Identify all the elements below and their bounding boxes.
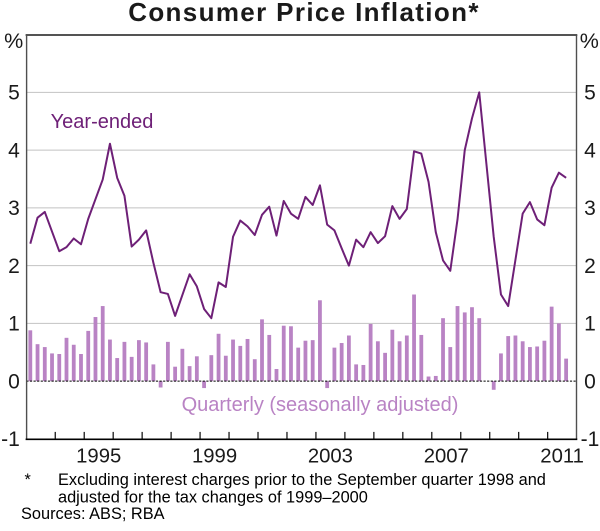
svg-text:0: 0 (584, 370, 596, 393)
svg-text:Year-ended: Year-ended (51, 111, 154, 133)
svg-text:2: 2 (584, 255, 596, 278)
svg-text:-1: -1 (1, 428, 20, 451)
svg-text:5: 5 (8, 82, 20, 105)
svg-text:5: 5 (584, 82, 596, 105)
svg-text:2011: 2011 (540, 446, 584, 468)
svg-text:3: 3 (584, 197, 596, 220)
svg-text:4: 4 (584, 139, 596, 162)
svg-text:1999: 1999 (192, 446, 237, 468)
svg-text:%: % (4, 29, 23, 53)
svg-text:3: 3 (8, 197, 20, 220)
svg-text:%: % (580, 29, 599, 53)
svg-text:Quarterly (seasonally adjusted: Quarterly (seasonally adjusted) (182, 394, 459, 416)
svg-text:1: 1 (584, 313, 596, 336)
svg-text:2: 2 (8, 255, 20, 278)
svg-text:Excluding interest charges pri: Excluding interest charges prior to the … (58, 471, 546, 489)
svg-text:Sources: ABS; RBA: Sources: ABS; RBA (21, 505, 165, 523)
svg-text:Consumer Price Inflation*: Consumer Price Inflation* (128, 0, 480, 27)
svg-text:-1: -1 (581, 428, 600, 451)
svg-text:adjusted for the tax changes o: adjusted for the tax changes of 1999–200… (58, 489, 368, 507)
svg-text:0: 0 (8, 370, 20, 393)
svg-text:1: 1 (8, 313, 20, 336)
svg-text:4: 4 (8, 139, 20, 162)
svg-text:2003: 2003 (308, 446, 353, 468)
svg-text:*: * (25, 471, 32, 489)
svg-text:1995: 1995 (76, 446, 121, 468)
svg-text:2007: 2007 (424, 446, 469, 468)
